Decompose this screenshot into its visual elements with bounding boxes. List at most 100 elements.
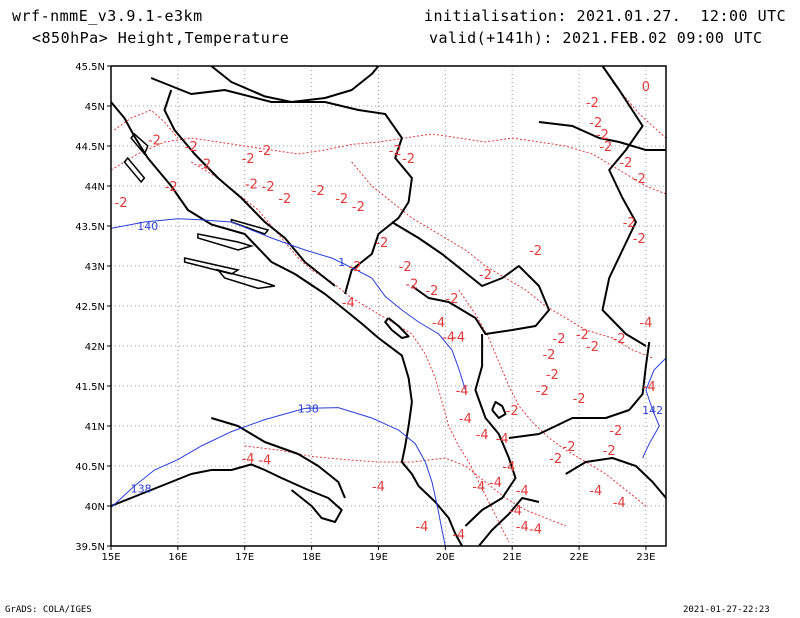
- y-tick-label: 43N: [85, 262, 105, 273]
- temperature-contour-label: -4: [442, 330, 455, 345]
- x-tick-label: 21E: [503, 552, 522, 563]
- temperature-contour-label: -2: [262, 180, 275, 195]
- y-tick-label: 44N: [85, 182, 105, 193]
- temperature-contour-label: -2: [115, 196, 128, 211]
- temperature-contour-label: -4: [372, 480, 385, 495]
- y-tick-label: 40N: [85, 502, 105, 513]
- temperature-contour-label: -4: [258, 454, 271, 469]
- temperature-contour-label: -4: [643, 380, 656, 395]
- height-contour-label: 1: [338, 256, 345, 269]
- x-tick-label: 20E: [436, 552, 455, 563]
- temperature-contour-label: -4: [613, 496, 626, 511]
- temperature-contour-line: [458, 289, 647, 507]
- temperature-contour-label: -2: [633, 232, 646, 247]
- temperature-contour-label: -4: [242, 452, 255, 467]
- temperature-contour-label: -2: [553, 332, 566, 347]
- height-contour-label: 138: [131, 482, 152, 495]
- temperature-contour-label: -2: [425, 284, 438, 299]
- coastline: [150, 77, 413, 295]
- coastline: [601, 65, 647, 347]
- height-contour-label: 138: [298, 402, 319, 415]
- temperature-contour-label: -2: [245, 178, 258, 193]
- x-tick-label: 22E: [570, 552, 589, 563]
- temperature-contour-label: -2: [623, 216, 636, 231]
- height-contour-140: [110, 218, 466, 391]
- temperature-contour-line: [351, 161, 653, 359]
- temperature-contour-label: -2: [402, 152, 415, 167]
- coastline: [464, 334, 517, 527]
- temperature-contour-label: -2: [589, 116, 602, 131]
- height-contours: [110, 218, 667, 547]
- temperature-contour-label: -4: [432, 316, 445, 331]
- temperature-contour-label: -2: [573, 392, 586, 407]
- x-tick-label: 18E: [302, 552, 321, 563]
- temperature-contour-label: -2: [335, 192, 348, 207]
- coastline: [110, 463, 343, 523]
- temperature-contour-label: -4: [452, 330, 465, 345]
- x-tick-label: 16E: [168, 552, 187, 563]
- coastline: [565, 457, 667, 499]
- temperature-contour-label: -4: [415, 520, 428, 535]
- y-tick-label: 40.5N: [75, 462, 105, 473]
- temperature-contour-label: -4: [589, 484, 602, 499]
- temperature-contour-label: 0: [642, 80, 650, 95]
- height-contour-142: [642, 357, 667, 459]
- x-tick-label: 23E: [636, 552, 655, 563]
- temperature-contour-label: -4: [456, 384, 469, 399]
- coastline: [508, 341, 651, 439]
- temperature-contour-label: -2: [479, 268, 492, 283]
- island-outline: [123, 156, 146, 184]
- temperature-contour-label: -2: [258, 144, 271, 159]
- coastline: [478, 497, 540, 547]
- x-tick-label: 19E: [369, 552, 388, 563]
- temperature-contour-label: -2: [506, 404, 519, 419]
- plot-timestamp: 2021-01-27-22:23: [683, 605, 770, 615]
- temperature-contour-label: -2: [576, 328, 589, 343]
- temperature-contour-label: -4: [509, 504, 522, 519]
- temperature-contour-label: -2: [546, 368, 559, 383]
- temperature-contour-label: -2: [586, 96, 599, 111]
- temperature-contour-label: -4: [342, 296, 355, 311]
- coastline: [491, 401, 507, 419]
- coastline: [391, 221, 550, 335]
- x-tick-label: 17E: [235, 552, 254, 563]
- temperature-contour-label: -4: [502, 460, 515, 475]
- y-tick-label: 45N: [85, 102, 105, 113]
- lat-lon-grid: [111, 66, 666, 546]
- temperature-contour-label: -4: [452, 528, 465, 543]
- y-tick-label: 42.5N: [75, 302, 105, 313]
- island-outline: [215, 268, 276, 290]
- temperature-contour-label: -2: [563, 440, 576, 455]
- temperature-contour-label: -2: [619, 156, 632, 171]
- temperature-contour-label: -4: [459, 412, 472, 427]
- coastline: [110, 101, 463, 547]
- temperature-contour-label: -4: [516, 520, 529, 535]
- coastline: [163, 89, 336, 287]
- temperature-contour-label: -2: [349, 260, 362, 275]
- coastline: [384, 317, 410, 339]
- temperature-contour-label: -2: [529, 244, 542, 259]
- temperature-contour-label: -2: [405, 278, 418, 293]
- height-contour-138: [110, 407, 446, 547]
- temperature-contour-line: [110, 133, 667, 195]
- temperature-contour-label: -2: [446, 292, 459, 307]
- grads-credit: GrADS: COLA/IGES: [5, 605, 92, 615]
- temperature-contour-label: -2: [198, 158, 211, 173]
- height-contour-label: 140: [137, 220, 158, 233]
- y-tick-label: 44.5N: [75, 142, 105, 153]
- temperature-contour-label: -2: [613, 332, 626, 347]
- temperature-contour-label: -2: [549, 452, 562, 467]
- temperature-contour-label: -2: [586, 340, 599, 355]
- y-tick-label: 39.5N: [75, 542, 105, 553]
- coastline: [211, 417, 346, 499]
- temperature-contour-label: -2: [185, 140, 198, 155]
- temperature-contour-label: -4: [489, 476, 502, 491]
- coastline: [210, 65, 380, 103]
- temperature-contour-label: -2: [599, 140, 612, 155]
- y-tick-label: 41N: [85, 422, 105, 433]
- y-tick-label: 43.5N: [75, 222, 105, 233]
- temperature-contour-label: -2: [278, 192, 291, 207]
- temperature-contour-label: -2: [609, 424, 622, 439]
- init-time: initialisation: 2021.01.27. 12:00 UTC: [424, 7, 787, 25]
